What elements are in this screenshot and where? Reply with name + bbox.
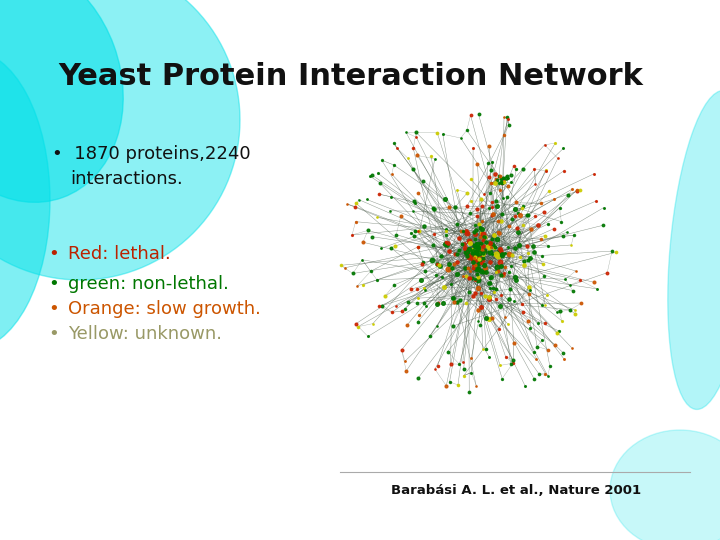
Text: •: • [48, 300, 59, 318]
Text: •: • [48, 275, 59, 293]
Ellipse shape [0, 50, 50, 350]
Ellipse shape [0, 0, 123, 202]
Text: •: • [48, 325, 59, 343]
Text: Yeast Protein Interaction Network: Yeast Protein Interaction Network [58, 62, 643, 91]
Ellipse shape [610, 430, 720, 540]
Text: green: non-lethal.: green: non-lethal. [68, 275, 229, 293]
Text: •: • [48, 245, 59, 263]
Text: interactions.: interactions. [70, 170, 183, 188]
Text: •  1870 proteins,2240: • 1870 proteins,2240 [52, 145, 251, 163]
Text: Red: lethal.: Red: lethal. [68, 245, 171, 263]
Ellipse shape [0, 0, 240, 280]
Ellipse shape [667, 91, 720, 409]
Text: Orange: slow growth.: Orange: slow growth. [68, 300, 261, 318]
Text: Barabási A. L. et al., Nature 2001: Barabási A. L. et al., Nature 2001 [391, 484, 641, 497]
Text: Yellow: unknown.: Yellow: unknown. [68, 325, 222, 343]
